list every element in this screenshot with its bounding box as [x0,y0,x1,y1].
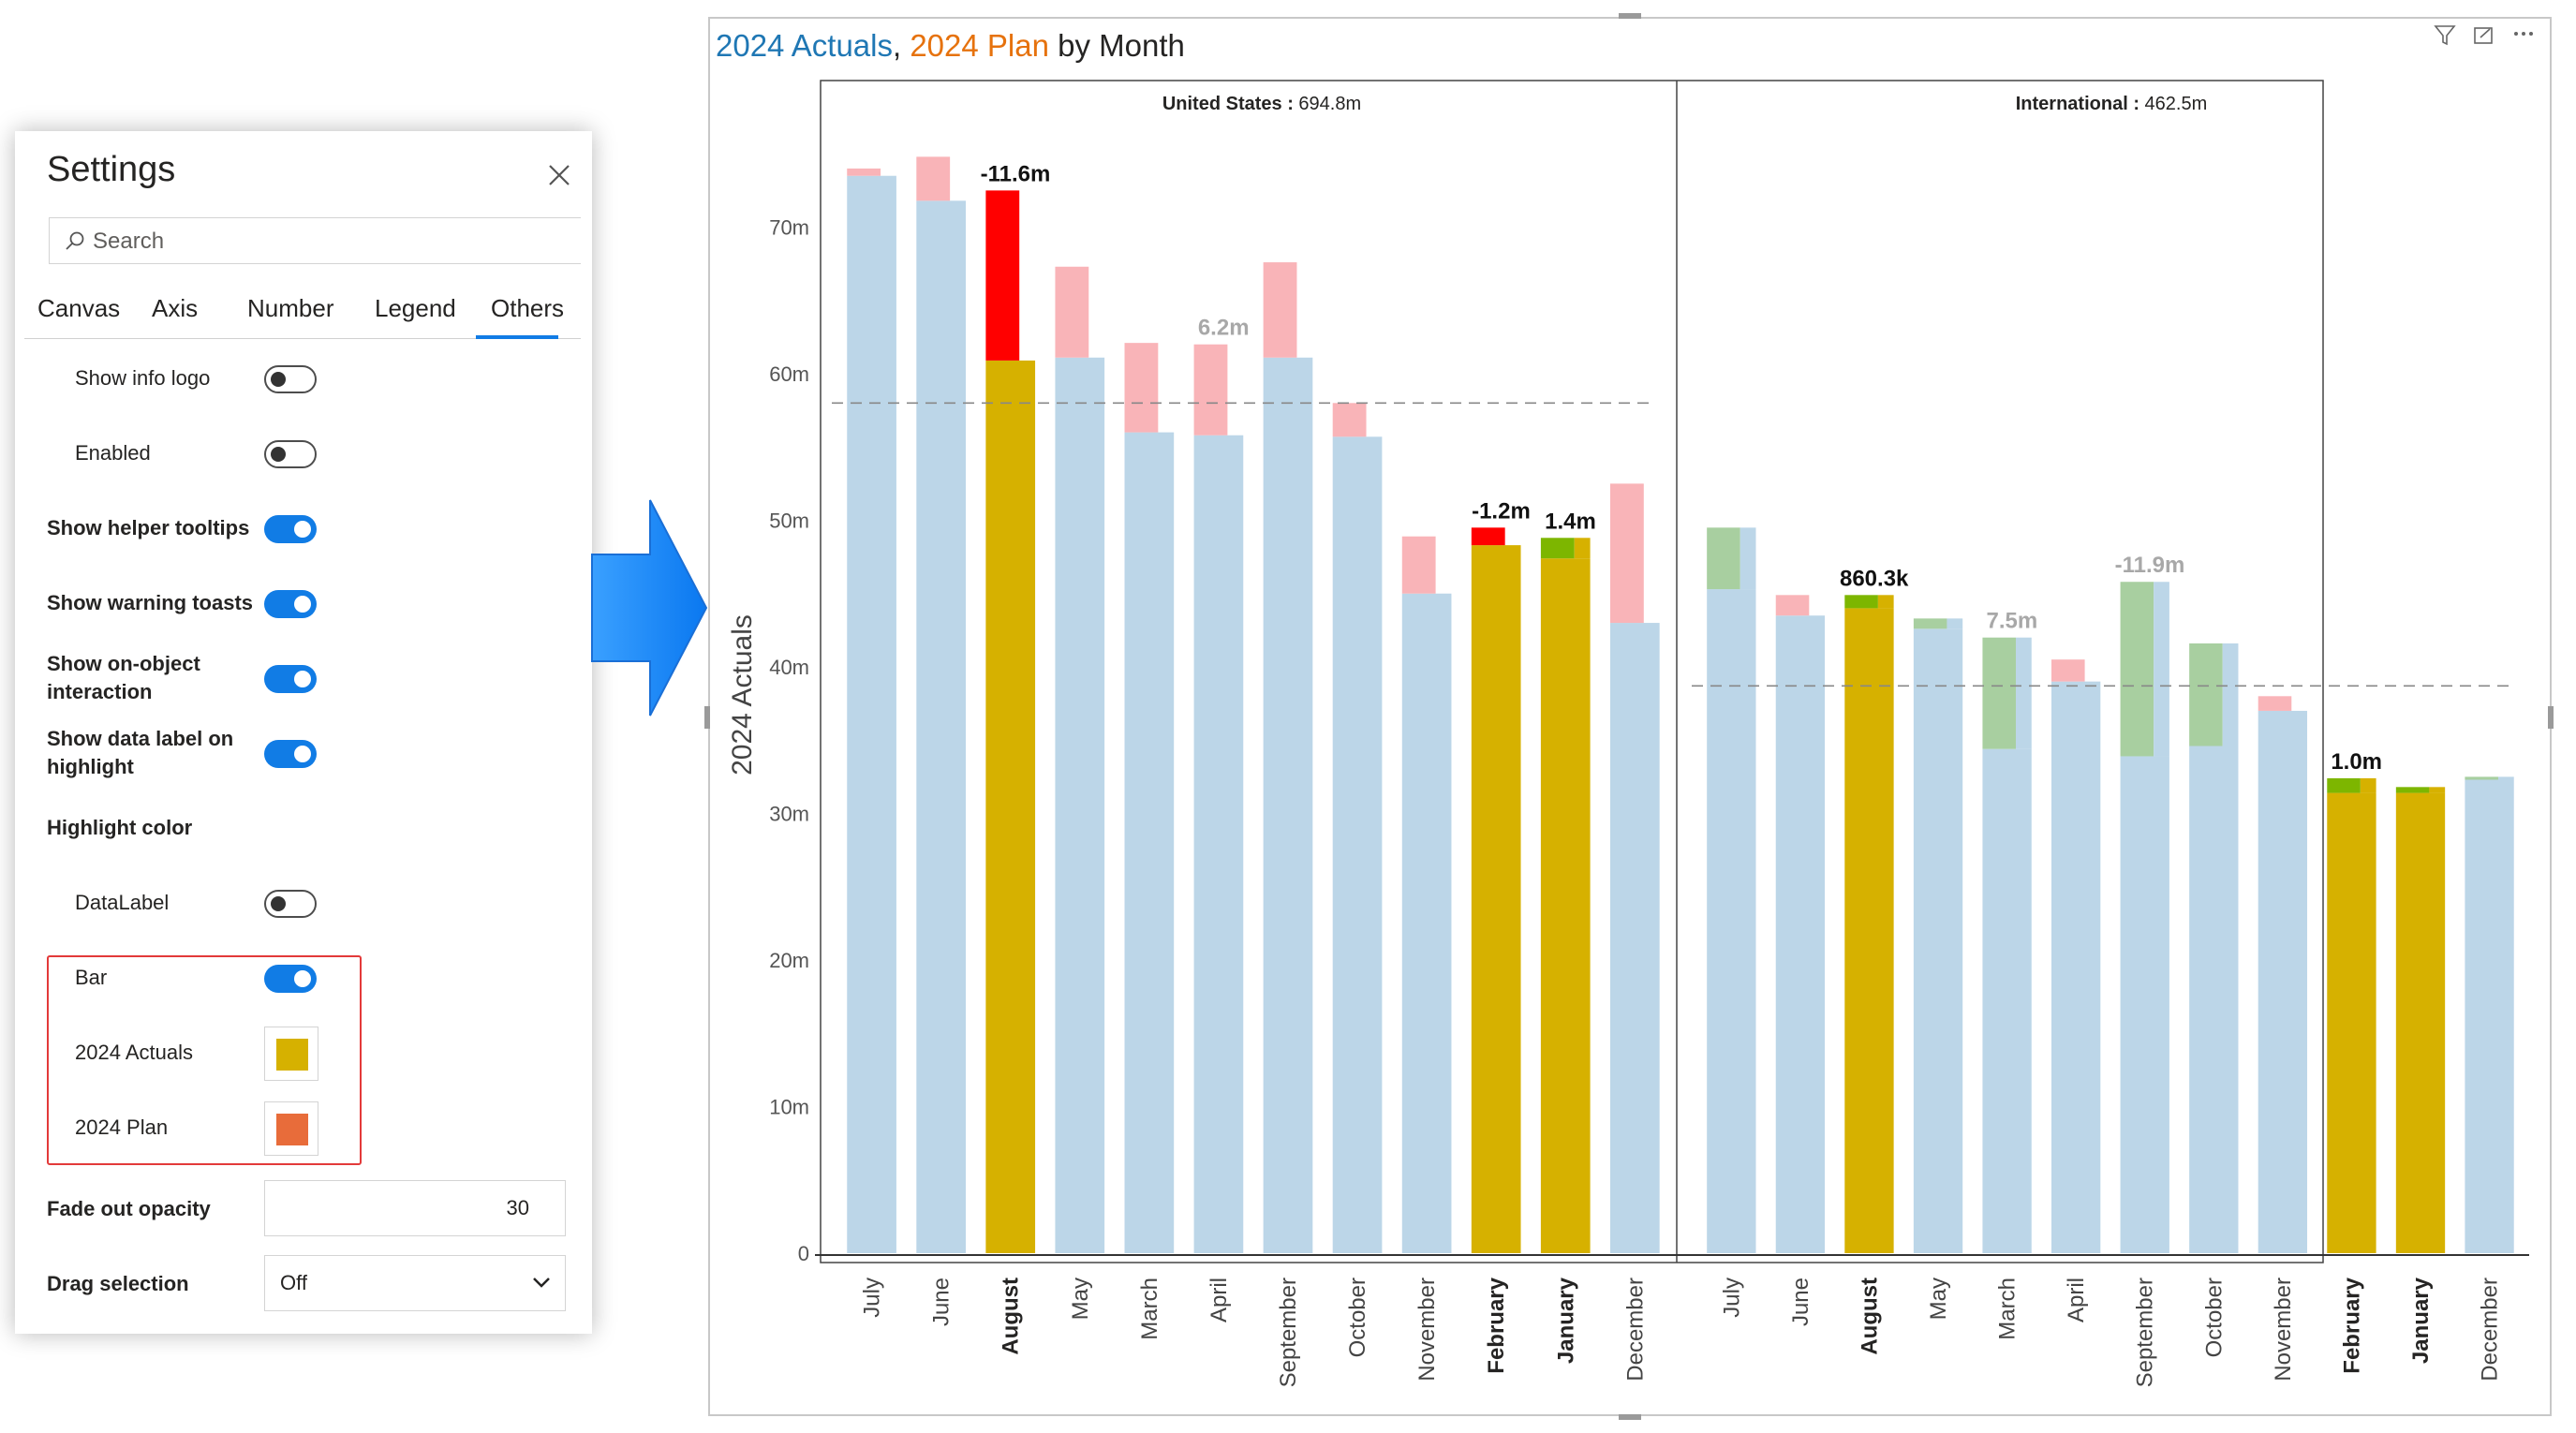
tab-axis[interactable]: Axis [152,294,199,322]
focus-mode-icon[interactable] [2474,27,2493,44]
resize-handle-top[interactable] [1619,13,1641,19]
settings-pane: Settings Search Canvas Axis Number Legen… [15,131,592,1334]
on-object-toggle[interactable] [264,665,317,693]
tab-legend[interactable]: Legend [375,294,456,322]
right-arrow-icon [591,499,708,716]
fade-out-opacity-label: Fade out opacity [47,1197,211,1220]
fade-out-opacity-value: 30 [506,1196,529,1219]
chart-title: 2024 Actuals, 2024 Plan by Month [716,28,1185,64]
data-label-highlight-line2: highlight [47,755,134,778]
bar-toggle[interactable] [264,965,317,993]
resize-handle-left[interactable] [704,706,710,729]
bar-settings-highlight-box [47,955,362,1165]
close-icon [549,165,570,185]
filter-icon[interactable] [2434,25,2456,46]
chevron-down-icon [533,1278,550,1288]
datalabel-label: DataLabel [75,891,170,914]
highlight-color-heading: Highlight color [47,816,193,839]
tab-divider [24,338,581,339]
data-label-highlight-toggle[interactable] [264,740,317,768]
warning-toasts-toggle[interactable] [264,590,317,618]
chart-visual-container[interactable] [708,17,2552,1416]
search-input[interactable]: Search [49,217,581,264]
drag-selection-value: Off [280,1271,307,1294]
drag-selection-dropdown[interactable]: Off [264,1255,566,1311]
enabled-label: Enabled [75,441,151,465]
actuals-color-picker[interactable] [264,1027,318,1081]
search-icon [66,231,84,250]
resize-handle-bottom[interactable] [1619,1414,1641,1420]
fade-out-opacity-input[interactable]: 30 [264,1180,566,1236]
chart-title-plan: 2024 Plan [910,28,1049,63]
plan-color-swatch [276,1114,308,1145]
resize-handle-right[interactable] [2548,706,2554,729]
chart-title-suffix: by Month [1048,28,1185,63]
close-button[interactable] [545,161,573,189]
show-info-logo-label: Show info logo [75,366,211,390]
datalabel-toggle[interactable] [264,890,317,918]
settings-title: Settings [47,150,176,189]
chart-title-separator: , [892,28,910,63]
more-options-icon[interactable] [2514,32,2533,36]
on-object-label-line1: Show on-object [47,652,200,675]
helper-tooltips-label: Show helper tooltips [47,516,250,539]
tab-others[interactable]: Others [491,294,565,322]
drag-selection-label: Drag selection [47,1272,189,1295]
actuals-color-label: 2024 Actuals [75,1041,193,1064]
plan-color-label: 2024 Plan [75,1115,169,1139]
actuals-color-swatch [276,1039,308,1071]
on-object-label-line2: interaction [47,680,153,703]
bar-label: Bar [75,966,108,989]
data-label-highlight-line1: Show data label on [47,727,234,750]
tab-canvas[interactable]: Canvas [37,294,121,322]
enabled-toggle[interactable] [264,440,317,468]
search-placeholder: Search [93,229,165,254]
tab-number[interactable]: Number [247,294,334,322]
visual-header-icons [2434,25,2533,46]
helper-tooltips-toggle[interactable] [264,515,317,543]
warning-toasts-label: Show warning toasts [47,591,254,614]
chart-title-actuals: 2024 Actuals [716,28,893,63]
plan-color-picker[interactable] [264,1101,318,1156]
active-tab-indicator [476,335,558,339]
show-info-logo-toggle[interactable] [264,365,317,393]
